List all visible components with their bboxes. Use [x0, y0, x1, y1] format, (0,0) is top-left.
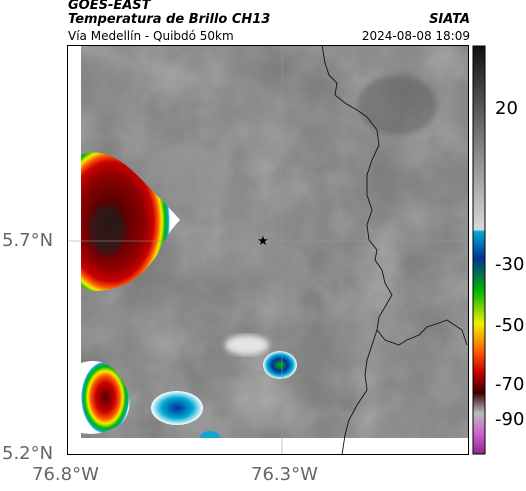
grey-cloud-patch [142, 145, 232, 205]
lat-tick-5.2: 5.2°N [2, 443, 54, 464]
bright-cloud-patch [225, 335, 269, 355]
storm-cell-southwest [81, 361, 130, 434]
product-title: Temperatura de Brillo CH13 [68, 12, 271, 27]
colorbar-label-minus90: -90 [495, 409, 525, 430]
dark-cloud-patch [357, 75, 437, 135]
colorbar-label-minus70: -70 [495, 374, 525, 395]
org-label: SIATA [429, 12, 470, 27]
storm-cell-south [151, 391, 203, 425]
lat-tick-5.7: 5.7°N [2, 230, 54, 251]
datetime-label: 2024-08-08 18:09 [361, 29, 470, 43]
colorbar-label-minus50: -50 [495, 315, 525, 336]
municipality-boundary [341, 329, 378, 455]
department-boundary [321, 45, 468, 346]
colorbar-label-minus30: -30 [495, 254, 525, 275]
temperature-colorbar [472, 45, 486, 455]
star-marker[interactable]: ★ [257, 234, 269, 249]
satellite-title: GOES-EAST [68, 0, 151, 13]
map-frame [67, 45, 469, 455]
storm-core [89, 205, 125, 255]
lon-tick-76.3: 76.3°W [251, 464, 318, 485]
storm-cell-large [81, 152, 180, 291]
lon-tick-76.8: 76.8°W [32, 464, 99, 485]
storm-cell-small [263, 351, 297, 379]
brightness-temperature-map[interactable]: ★ [67, 45, 469, 455]
region-subtitle: Vía Medellín - Quibdó 50km [68, 29, 234, 43]
colorbar-label-20: 20 [495, 98, 518, 119]
